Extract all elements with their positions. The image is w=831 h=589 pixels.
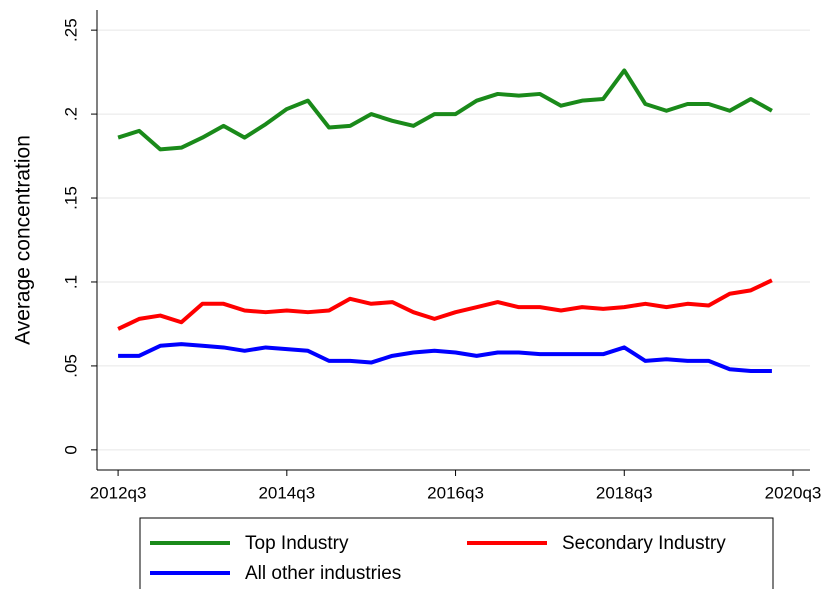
x-tick-label: 2020q3 <box>765 483 822 502</box>
y-tick-label: .2 <box>61 107 80 121</box>
legend-box <box>139 517 774 589</box>
x-tick-label: 2018q3 <box>596 483 653 502</box>
series-line <box>118 342 772 373</box>
legend-label: All other industries <box>245 563 401 584</box>
y-tick-label: 0 <box>61 445 80 454</box>
y-axis-title: Average concentration <box>12 135 35 345</box>
x-tick-label: 2016q3 <box>427 483 484 502</box>
y-tick-label: .05 <box>61 354 80 378</box>
series-line <box>117 68 773 152</box>
legend-label: Top Industry <box>245 533 349 554</box>
legend-label: Secondary Industry <box>562 533 726 554</box>
y-tick-label: .25 <box>61 18 80 42</box>
x-tick-label: 2014q3 <box>258 483 315 502</box>
y-tick-label: .15 <box>61 186 80 210</box>
y-tick-label: .1 <box>61 275 80 289</box>
series-line <box>117 278 773 331</box>
x-tick-label: 2012q3 <box>90 483 147 502</box>
